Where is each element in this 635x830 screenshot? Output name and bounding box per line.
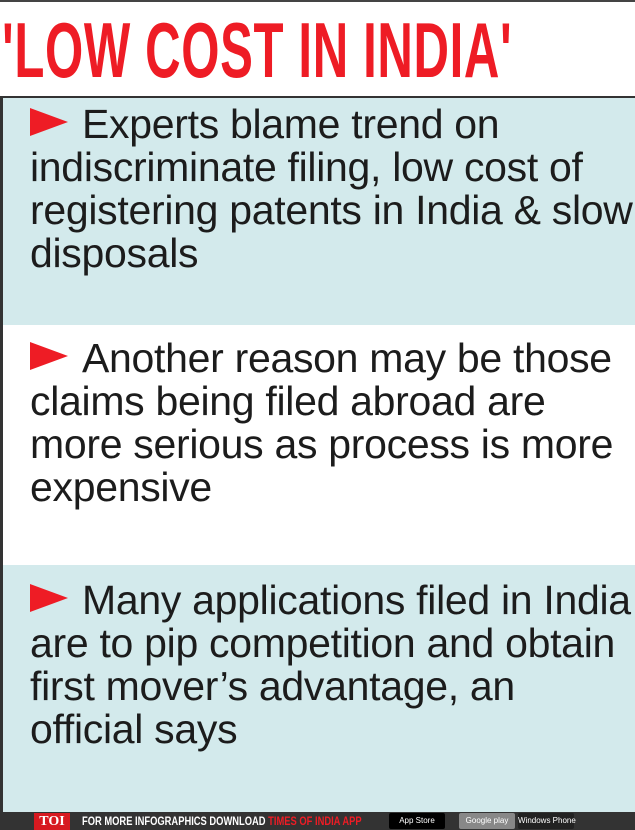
toi-logo: TOI xyxy=(34,813,70,830)
windows-phone-badge[interactable]: Windows Phone xyxy=(518,813,576,829)
points-box: Experts blame trend on indiscriminate fi… xyxy=(0,98,635,812)
footer-app-name[interactable]: TIMES OF INDIA APP xyxy=(268,814,362,828)
top-rule xyxy=(0,0,635,2)
point-text: Many applications filed in India are to … xyxy=(30,577,631,752)
arrow-right-icon xyxy=(30,108,68,136)
headline: 'LOW COST IN INDIA' xyxy=(2,6,513,94)
arrow-right-icon xyxy=(30,584,68,612)
arrow-right-icon xyxy=(30,342,68,370)
point-text: Another reason may be those claims being… xyxy=(30,335,614,510)
point-3: Many applications filed in India are to … xyxy=(3,565,635,812)
point-1: Experts blame trend on indiscriminate fi… xyxy=(3,98,635,325)
footer-cta: FOR MORE INFOGRAPHICS DOWNLOAD xyxy=(82,814,269,828)
app-store-badge[interactable]: App Store xyxy=(389,813,445,829)
headline-rule xyxy=(0,96,635,98)
footer-text: FOR MORE INFOGRAPHICS DOWNLOAD TIMES OF … xyxy=(82,812,362,830)
point-text: Experts blame trend on indiscriminate fi… xyxy=(30,101,633,276)
point-2: Another reason may be those claims being… xyxy=(3,325,635,565)
footer-bar: TOI FOR MORE INFOGRAPHICS DOWNLOAD TIMES… xyxy=(0,812,635,830)
google-play-badge[interactable]: Google play xyxy=(459,813,515,829)
